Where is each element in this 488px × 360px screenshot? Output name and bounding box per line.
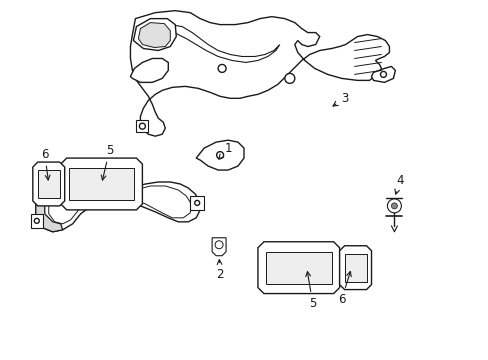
Polygon shape [339,246,371,289]
Polygon shape [265,252,331,284]
Polygon shape [33,162,64,206]
Circle shape [390,203,397,209]
Circle shape [380,71,386,77]
Text: 6: 6 [41,148,50,180]
Text: 1: 1 [219,141,231,159]
Polygon shape [258,242,339,293]
Circle shape [215,241,223,249]
Text: 4: 4 [394,174,403,194]
Polygon shape [68,168,134,200]
Polygon shape [61,158,142,210]
Polygon shape [196,140,244,170]
Polygon shape [130,11,388,136]
Polygon shape [138,23,170,48]
Polygon shape [130,58,168,82]
Polygon shape [371,67,395,82]
Circle shape [139,123,145,129]
Text: 3: 3 [332,92,347,106]
Text: 5: 5 [101,144,113,180]
Circle shape [216,152,223,159]
Polygon shape [36,174,200,232]
Polygon shape [148,24,279,62]
Text: 2: 2 [216,260,224,281]
Text: 5: 5 [305,272,316,310]
Circle shape [386,199,401,213]
Circle shape [218,64,225,72]
Polygon shape [344,254,366,282]
Polygon shape [136,120,148,132]
Polygon shape [31,214,42,228]
Polygon shape [212,238,225,256]
Polygon shape [133,19,176,50]
Text: 6: 6 [337,271,350,306]
Polygon shape [190,196,203,210]
Polygon shape [48,180,191,224]
Polygon shape [36,186,62,232]
Circle shape [285,73,294,84]
Polygon shape [38,170,60,198]
Circle shape [194,201,199,206]
Circle shape [34,219,39,223]
